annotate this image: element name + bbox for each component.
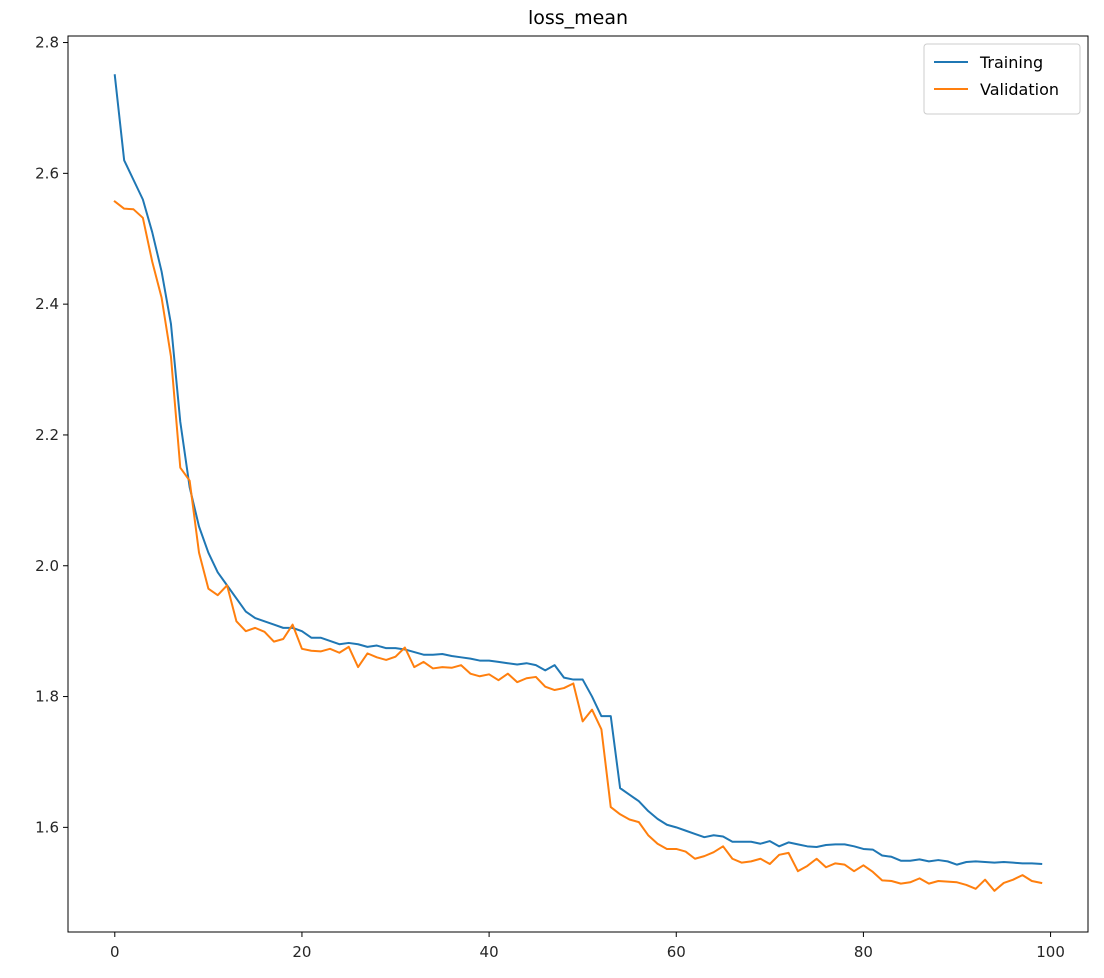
series-line-validation: [113, 200, 1043, 892]
legend: Training Validation: [923, 43, 1081, 115]
x-tick-label: 40: [480, 943, 499, 961]
x-tick-label: 80: [854, 943, 873, 961]
chart-title: loss_mean: [528, 7, 628, 29]
x-tick-label: 100: [1036, 943, 1065, 961]
x-tick-label: 60: [667, 943, 686, 961]
legend-label-training: Training: [979, 53, 1043, 72]
series-line-training: [113, 74, 1043, 866]
y-tick-label: 2.2: [35, 426, 59, 444]
x-tick-label: 20: [292, 943, 311, 961]
y-tick-label: 1.6: [35, 818, 59, 836]
legend-label-validation: Validation: [980, 80, 1059, 99]
y-tick-label: 2.0: [35, 557, 59, 575]
y-tick-label: 2.4: [35, 295, 59, 313]
y-tick-label: 2.8: [35, 34, 59, 52]
y-axis: 1.6 1.8 2.0 2.2 2.4 2.6 2.8: [35, 34, 68, 836]
x-tick-label: 0: [110, 943, 120, 961]
plot-frame: [67, 35, 1089, 933]
series-lines: [113, 74, 1043, 892]
y-tick-label: 1.8: [35, 688, 59, 706]
y-tick-label: 2.6: [35, 164, 59, 182]
x-axis: 0 20 40 60 80 100: [110, 932, 1065, 961]
